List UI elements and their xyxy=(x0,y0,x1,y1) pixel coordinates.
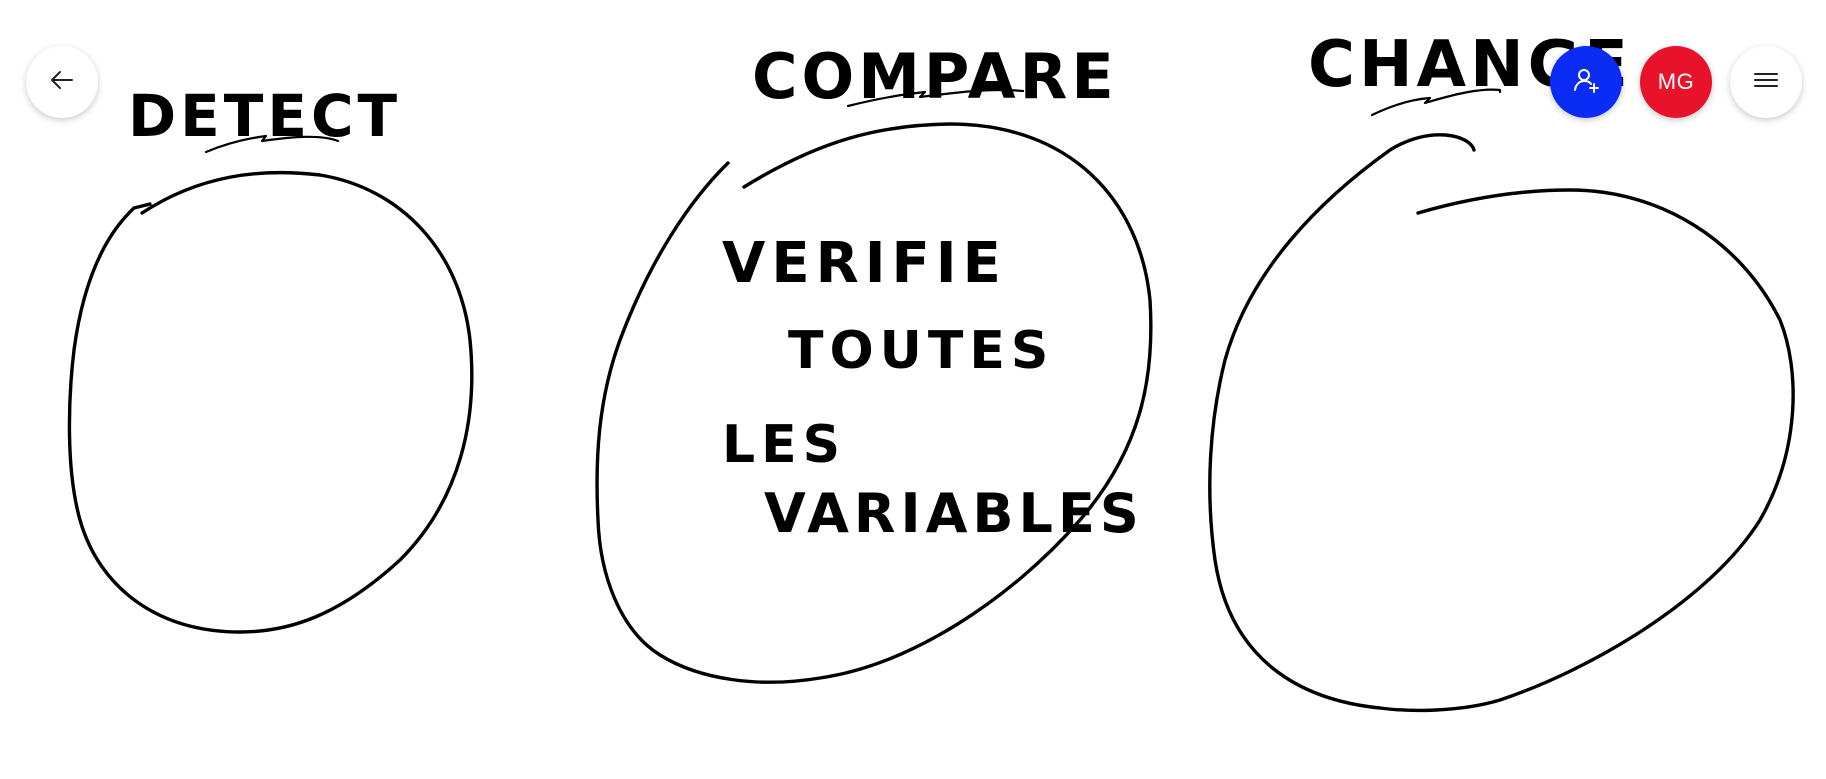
compare-note-line-3: LES xyxy=(722,415,846,475)
person-add-icon xyxy=(1571,65,1601,100)
detect-circle xyxy=(67,170,474,634)
change-underline xyxy=(1370,88,1502,117)
hamburger-menu-icon xyxy=(1751,65,1781,100)
compare-note: VERIFIE TOUTES LES VARIABLES xyxy=(722,231,1144,545)
user-avatar[interactable]: MG xyxy=(1640,46,1712,118)
compare-underline xyxy=(846,88,1025,108)
menu-button[interactable] xyxy=(1730,46,1802,118)
compare-heading: COMPARE xyxy=(752,40,1118,113)
invite-user-button[interactable] xyxy=(1550,46,1622,118)
detect-underline xyxy=(204,134,340,154)
compare-note-line-1: VERIFIE xyxy=(722,231,1007,296)
avatar-initials: MG xyxy=(1657,69,1695,94)
compare-heading-ink: COMPARE xyxy=(752,40,1118,113)
compare-note-line-4: VARIABLES xyxy=(764,482,1144,545)
compare-circle xyxy=(595,122,1153,684)
arrow-left-icon xyxy=(47,65,77,100)
compare-note-line-2: TOUTES xyxy=(788,321,1054,381)
back-button[interactable] xyxy=(26,46,98,118)
change-circle xyxy=(1208,133,1795,713)
detect-heading-ink: DETECT xyxy=(128,82,397,154)
